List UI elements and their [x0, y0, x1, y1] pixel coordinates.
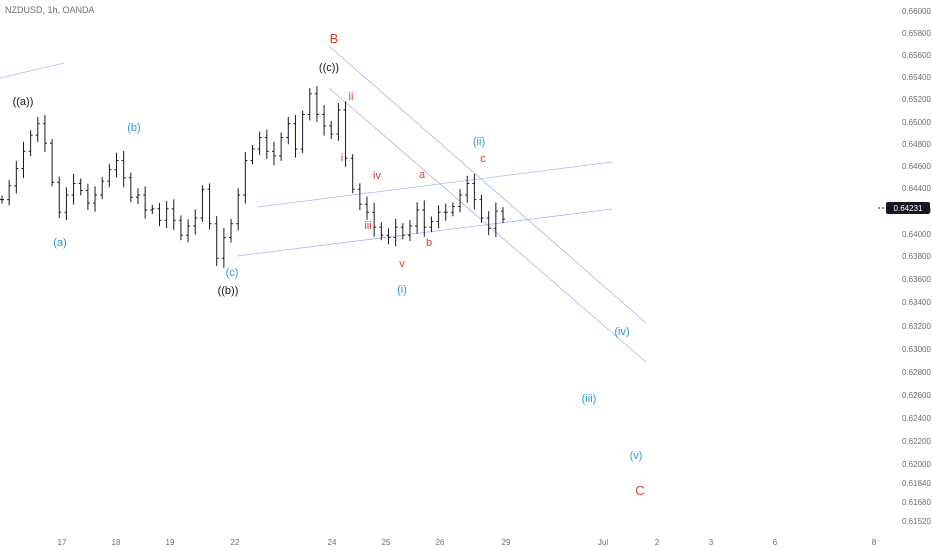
x-tick-label: 3	[709, 538, 714, 547]
wave-label-red: C	[635, 483, 644, 498]
wave-label-blue: (a)	[53, 237, 66, 249]
y-tick-label: 0.64800	[902, 140, 931, 149]
wave-label-red: B	[330, 31, 339, 46]
x-tick-label: 2	[655, 538, 660, 547]
last-price-tag	[886, 202, 930, 214]
last-price-label: 0.64231	[894, 204, 923, 213]
y-tick-label: 0.65400	[902, 73, 931, 82]
wave-label-red: i	[341, 152, 343, 164]
x-tick-label: 6	[773, 538, 778, 547]
y-tick-label: 0.65200	[902, 95, 931, 104]
y-tick-label: 0.63800	[902, 252, 931, 261]
wave-label-blue: (ii)	[473, 136, 485, 148]
y-tick-label: 0.62400	[902, 414, 931, 423]
wave-label-black: ((a))	[13, 96, 34, 108]
wave-label-black: ((c))	[319, 62, 339, 74]
y-tick-label: 0.63000	[902, 345, 931, 354]
x-tick-label: 25	[382, 538, 391, 547]
x-tick-label: 26	[436, 538, 445, 547]
x-tick-label: 29	[502, 538, 511, 547]
trendline	[257, 161, 613, 208]
wave-label-red: a	[419, 169, 426, 181]
y-tick-label: 0.64400	[902, 184, 931, 193]
wave-label-blue: (v)	[630, 450, 643, 462]
wave-label-blue: (i)	[397, 284, 407, 296]
trendline	[328, 45, 647, 324]
y-tick-label: 0.61680	[902, 498, 931, 507]
wave-label-red: v	[399, 258, 405, 270]
wave-label-blue: (b)	[127, 122, 140, 134]
wave-label-red: iii	[364, 220, 371, 232]
symbol-title: NZDUSD, 1h, OANDA	[5, 5, 95, 15]
y-tick-label: 0.65800	[902, 29, 931, 38]
y-tick-label: 0.63200	[902, 322, 931, 331]
y-tick-label: 0.62200	[902, 437, 931, 446]
y-tick-label: 0.66000	[902, 7, 931, 16]
y-tick-label: 0.63400	[902, 298, 931, 307]
trendline	[0, 62, 65, 79]
y-tick-label: 0.62600	[902, 391, 931, 400]
x-tick-label: Jul	[598, 538, 608, 547]
wave-label-blue: (c)	[226, 267, 239, 279]
y-tick-label: 0.63600	[902, 275, 931, 284]
wave-label-blue: (iii)	[582, 393, 597, 405]
trendline	[328, 87, 647, 363]
y-tick-label: 0.64600	[902, 162, 931, 171]
wave-label-blue: (iv)	[614, 326, 629, 338]
wave-label-black: ((b))	[218, 285, 239, 297]
y-tick-label: 0.65600	[902, 51, 931, 60]
x-tick-label: 18	[112, 538, 121, 547]
y-tick-label: 0.64000	[902, 230, 931, 239]
y-tick-label: 0.61520	[902, 517, 931, 526]
y-tick-label: 0.62800	[902, 368, 931, 377]
x-tick-label: 17	[58, 538, 67, 547]
y-tick-label: 0.62000	[902, 460, 931, 469]
x-tick-label: 22	[231, 538, 240, 547]
x-tick-label: 19	[166, 538, 175, 547]
wave-label-red: iv	[373, 170, 381, 182]
x-tick-label: 24	[328, 538, 337, 547]
wave-label-red: c	[480, 153, 486, 165]
x-tick-label: 8	[872, 538, 877, 547]
y-tick-label: 0.61840	[902, 479, 931, 488]
y-tick-label: 0.65000	[902, 118, 931, 127]
wave-label-red: ii	[349, 91, 354, 103]
wave-label-red: b	[426, 237, 432, 249]
